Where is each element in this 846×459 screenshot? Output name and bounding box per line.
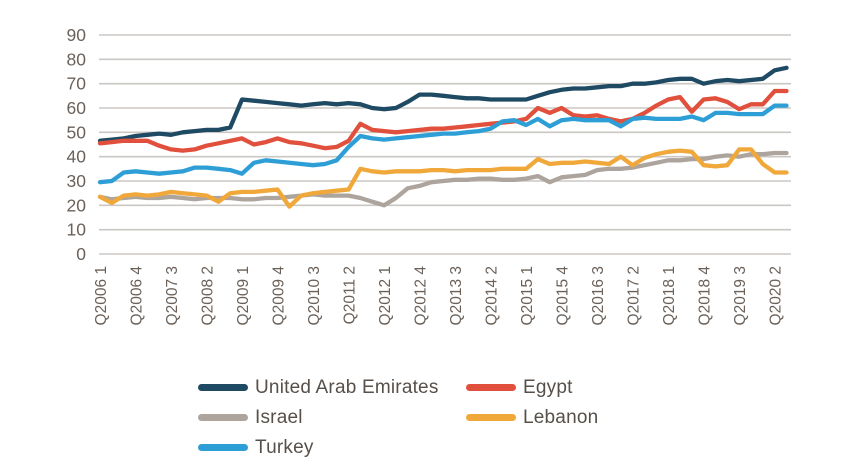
- chart-legend: United Arab Emirates Egypt Israel Lebano…: [0, 376, 846, 459]
- y-axis-tick-label: 10: [67, 220, 87, 240]
- series-line-turkey: [97, 103, 789, 185]
- legend-swatch-israel-icon: [198, 414, 248, 421]
- y-axis-tick-label: 90: [67, 25, 87, 45]
- legend-swatch-lebanon-icon: [466, 414, 516, 421]
- legend-label-lebanon: Lebanon: [523, 406, 599, 428]
- legend-swatch-egypt-icon: [466, 384, 516, 391]
- series-line-israel: [97, 150, 789, 208]
- legend-label-turkey: Turkey: [255, 436, 314, 458]
- chart-canvas: 0 10 20 30 40 50 60 70 80 90 Q2006 1 Q2006 4 Q2007 3…: [67, 25, 791, 326]
- y-axis-tick-label: 50: [67, 122, 87, 142]
- legend-label-israel: Israel: [255, 406, 303, 428]
- series-line-egypt: [97, 88, 789, 153]
- y-axis-tick-label: 70: [67, 74, 87, 94]
- y-axis-tick-label: 0: [76, 244, 86, 264]
- legend-label-united-arab-emirates: United Arab Emirates: [255, 376, 439, 398]
- x-axis-tick-label: Q2009 1: [235, 266, 252, 325]
- y-axis-tick-label: 30: [67, 171, 87, 191]
- x-axis-tick-label: Q2016 3: [590, 266, 607, 325]
- x-axis-tick-label: Q2018 1: [661, 266, 678, 325]
- x-axis-tick-label: Q2006 4: [129, 266, 146, 326]
- y-axis-tick-label: 20: [67, 195, 87, 215]
- x-axis-tick-label: Q2006 1: [93, 266, 110, 325]
- x-axis-tick-label: Q2019 3: [732, 266, 749, 325]
- x-axis-tick-label: Q2010 3: [306, 266, 323, 325]
- legend-swatch-turkey-icon: [198, 444, 248, 451]
- series-line-united-arab-emirates: [97, 65, 789, 143]
- series-line-lebanon: [97, 147, 789, 209]
- x-axis-tick-label: Q2012 1: [377, 266, 394, 325]
- x-axis-tick-label: Q2013 3: [448, 266, 465, 325]
- x-axis-tick-label: Q2020 2: [768, 266, 785, 325]
- x-axis-tick-label: Q2011 2: [342, 266, 359, 324]
- x-axis-tick-label: Q2018 4: [697, 266, 714, 326]
- legend-item-israel: Israel: [198, 406, 466, 429]
- legend-item-turkey: Turkey: [198, 436, 466, 459]
- x-axis-tick-label: Q2015 4: [555, 266, 572, 326]
- x-axis-tick-label: Q2015 1: [519, 266, 536, 325]
- legend-swatch-united-arab-emirates-icon: [198, 384, 248, 391]
- x-axis-tick-label: Q2014 2: [484, 266, 501, 325]
- y-axis-tick-label: 80: [67, 49, 87, 69]
- legend-item-lebanon: Lebanon: [466, 406, 648, 429]
- legend-item-egypt: Egypt: [466, 376, 648, 399]
- y-axis-tick-label: 40: [67, 147, 87, 167]
- y-axis-tick-label: 60: [67, 98, 87, 118]
- legend-label-egypt: Egypt: [523, 376, 573, 398]
- x-axis-tick-label: Q2012 4: [413, 266, 430, 326]
- legend-item-united-arab-emirates: United Arab Emirates: [198, 376, 466, 399]
- x-axis-tick-label: Q2008 2: [200, 266, 217, 325]
- x-axis-tick-label: Q2007 3: [164, 266, 181, 325]
- x-axis-tick-label: Q2009 4: [271, 266, 288, 326]
- x-axis-tick-label: Q2017 2: [626, 266, 643, 325]
